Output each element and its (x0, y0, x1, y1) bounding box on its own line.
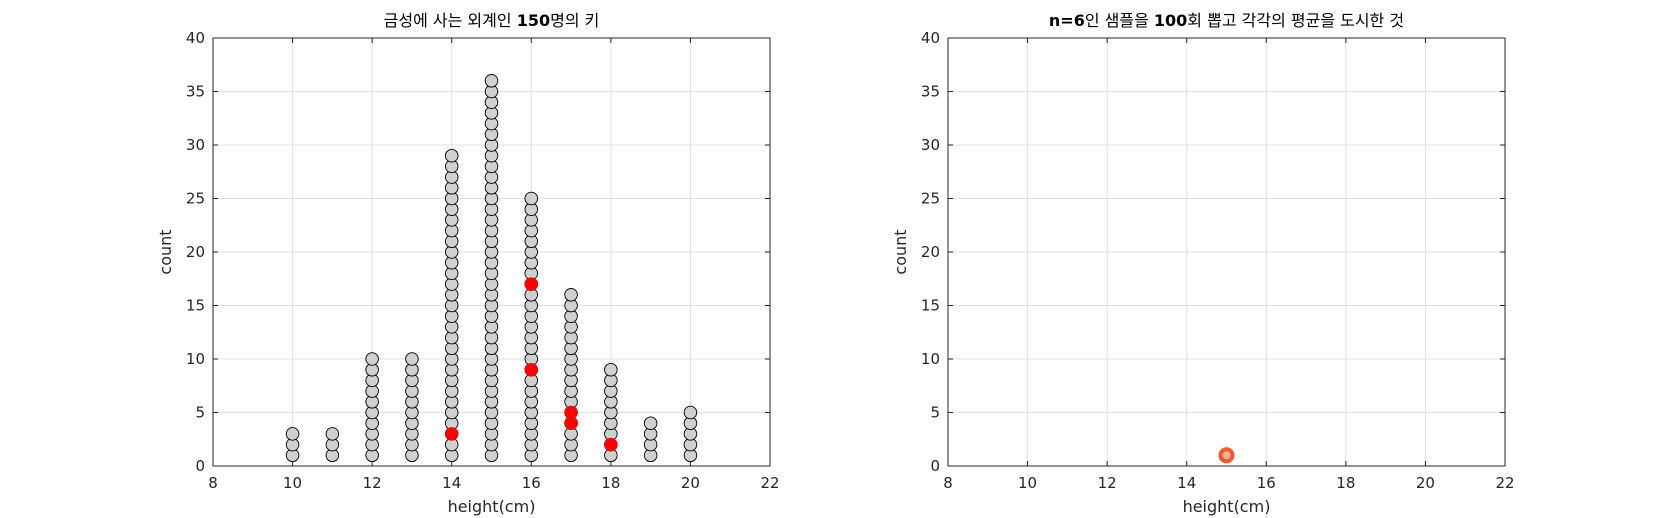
title-part: 명의 키 (550, 11, 599, 30)
x-tick-labels: 8 10 12 14 16 18 20 22 (208, 38, 780, 492)
y-tick-label: 30 (921, 136, 940, 154)
title-part-bold: 100 (1154, 11, 1187, 30)
y-tick-label: 35 (921, 83, 940, 101)
y-tick-label: 15 (186, 297, 205, 315)
title-part: 금성에 사는 외계인 (384, 11, 517, 30)
sampled-point (444, 427, 459, 441)
y-tick-label: 40 (186, 29, 205, 47)
y-tick-label: 20 (921, 243, 940, 261)
title-part-bold: 150 (517, 11, 550, 30)
mean-point (1218, 447, 1235, 464)
x-tick-label: 16 (522, 474, 541, 492)
y-axis-label: count (891, 229, 910, 274)
population-point (484, 74, 499, 88)
population-point (604, 362, 618, 377)
x-tick-label: 12 (1098, 474, 1117, 492)
population-chart: 8 10 12 14 16 18 20 22 0 5 10 15 20 25 30 35 40 height(… (156, 11, 780, 516)
population-point (285, 427, 300, 441)
x-tick-label: 14 (1177, 474, 1196, 492)
x-tick-label: 16 (1257, 474, 1276, 492)
sampled-point (524, 277, 539, 291)
data-points (1218, 447, 1235, 464)
chart-title: n=6인 샘플을 100회 뽑고 각각의 평균을 도시한 것 (1049, 11, 1404, 30)
chart-title: 금성에 사는 외계인 150명의 키 (384, 11, 600, 30)
sampled-point (524, 362, 539, 377)
y-tick-label: 30 (186, 136, 205, 154)
population-point (564, 288, 578, 302)
title-part: 인 샘플을 (1085, 11, 1154, 30)
x-tick-label: 8 (943, 474, 953, 492)
y-tick-label: 35 (186, 83, 205, 101)
y-tick-label: 25 (186, 190, 205, 208)
y-tick-label: 5 (930, 404, 940, 422)
x-axis-label: height(cm) (1183, 497, 1271, 516)
title-part: 회 뽑고 각각의 평균을 도시한 것 (1187, 11, 1404, 30)
y-tick-label: 10 (921, 350, 940, 368)
y-tick-labels: 0 5 10 15 20 25 30 35 40 (186, 29, 770, 475)
y-tick-label: 40 (921, 29, 940, 47)
sampled-point (564, 405, 578, 420)
x-tick-labels: 8 10 12 14 16 18 20 22 (943, 38, 1515, 492)
population-point (444, 148, 459, 163)
title-part-bold: n=6 (1049, 11, 1085, 30)
sample-means-chart: 8 10 12 14 16 18 20 22 0 5 10 15 20 25 30 35 40 height(… (891, 11, 1515, 516)
x-tick-label: 18 (1336, 474, 1355, 492)
x-tick-label: 22 (1495, 474, 1514, 492)
population-point (524, 191, 539, 206)
y-tick-label: 0 (195, 457, 205, 475)
population-point (683, 405, 698, 420)
y-tick-label: 20 (186, 243, 205, 261)
x-tick-label: 8 (208, 474, 218, 492)
x-tick-label: 22 (760, 474, 779, 492)
x-tick-label: 12 (363, 474, 382, 492)
y-tick-label: 10 (186, 350, 205, 368)
population-point (325, 427, 340, 441)
population-point (365, 352, 379, 366)
x-tick-label: 20 (681, 474, 700, 492)
y-tick-label: 15 (921, 297, 940, 315)
y-tick-labels: 0 5 10 15 20 25 30 35 40 (921, 29, 1505, 475)
population-point (405, 352, 419, 366)
x-tick-label: 18 (601, 474, 620, 492)
x-tick-label: 10 (1018, 474, 1037, 492)
y-tick-label: 5 (195, 404, 205, 422)
x-tick-label: 10 (283, 474, 302, 492)
y-tick-label: 25 (921, 190, 940, 208)
y-axis-label: count (156, 229, 175, 274)
x-axis-label: height(cm) (448, 497, 536, 516)
data-points (285, 74, 698, 463)
x-tick-label: 14 (442, 474, 461, 492)
x-tick-label: 20 (1416, 474, 1435, 492)
population-point (643, 416, 658, 430)
sampled-point (604, 437, 618, 452)
y-tick-label: 0 (930, 457, 940, 475)
